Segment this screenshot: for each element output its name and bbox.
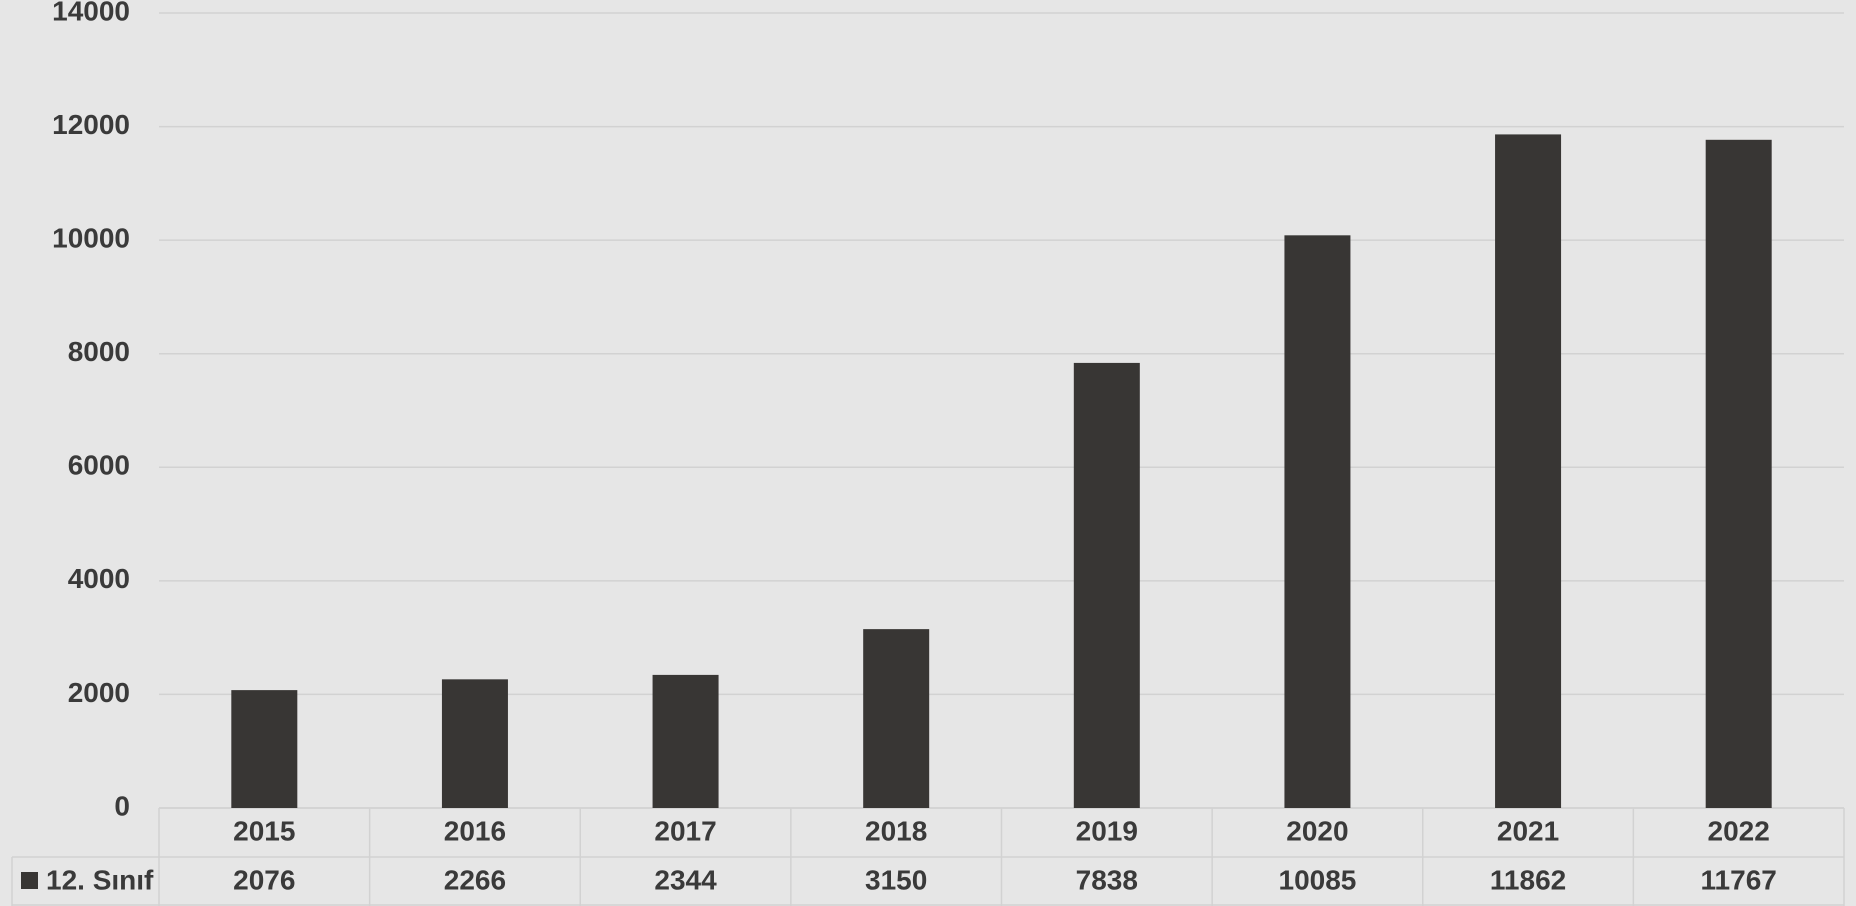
x-tick-label: 2017	[654, 815, 716, 846]
y-tick-label: 8000	[68, 336, 130, 367]
x-tick-label: 2015	[233, 815, 295, 846]
bar	[1495, 134, 1562, 809]
legend-swatch	[21, 872, 38, 889]
bar	[1284, 235, 1351, 809]
bar	[441, 679, 508, 808]
bar	[231, 690, 298, 808]
x-tick-label: 2016	[444, 815, 506, 846]
table-value: 11767	[1701, 864, 1777, 895]
y-tick-label: 2000	[68, 677, 130, 708]
y-tick-label: 10000	[52, 223, 130, 254]
table-value: 2344	[654, 864, 717, 895]
table-value: 2076	[233, 864, 295, 895]
x-tick-label: 2020	[1286, 815, 1348, 846]
x-tick-label: 2019	[1076, 815, 1138, 846]
x-tick-label: 2018	[865, 815, 927, 846]
bar	[1705, 139, 1772, 809]
x-tick-label: 2021	[1497, 815, 1559, 846]
table-value: 2266	[444, 864, 506, 895]
table-value: 3150	[865, 864, 927, 895]
table-value: 7838	[1076, 864, 1138, 895]
legend-label: 12. Sınıf	[46, 864, 154, 895]
y-tick-label: 0	[114, 790, 130, 821]
table-value: 11862	[1490, 864, 1566, 895]
table-value: 10085	[1279, 864, 1357, 895]
x-tick-label: 2022	[1708, 815, 1770, 846]
y-tick-label: 4000	[68, 563, 130, 594]
bar	[652, 674, 719, 808]
y-tick-label: 14000	[52, 0, 130, 26]
y-tick-label: 6000	[68, 450, 130, 481]
bar	[1073, 362, 1140, 808]
bar	[863, 629, 930, 808]
y-tick-label: 12000	[52, 109, 130, 140]
